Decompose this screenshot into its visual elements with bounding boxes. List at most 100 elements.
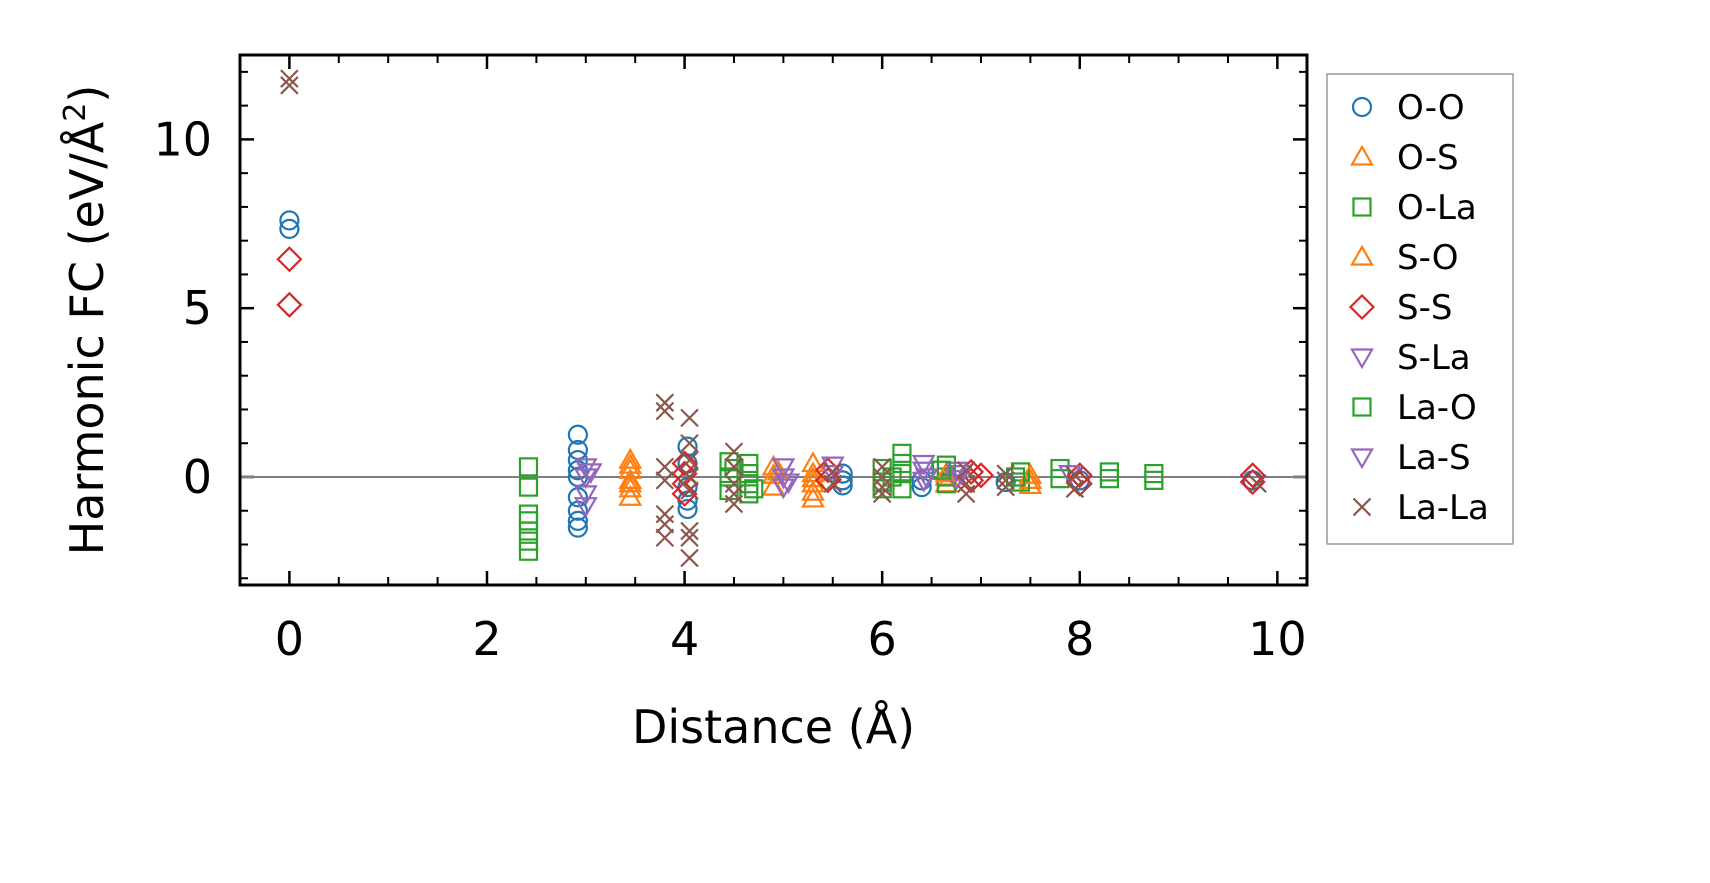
legend-label-La-S: La-S — [1397, 438, 1471, 478]
legend-item-S-La: S-La — [1350, 338, 1471, 378]
point-La-La — [680, 467, 699, 487]
legend-marker-La-S — [1350, 448, 1374, 470]
point-La-La — [680, 433, 699, 453]
point-S-S — [671, 480, 698, 507]
point-La-O — [1005, 467, 1026, 487]
point-S-La — [573, 468, 598, 490]
point-O-La — [518, 457, 539, 477]
point-La-La — [823, 474, 843, 494]
point-La-La — [996, 464, 1015, 483]
point-O-O — [279, 218, 300, 239]
point-La-La — [956, 460, 976, 480]
point-O-S — [801, 486, 825, 508]
point-S-S — [1239, 462, 1266, 489]
point-La-La — [680, 548, 699, 568]
point-O-La — [739, 474, 759, 494]
legend-item-O-S: O-S — [1350, 138, 1459, 178]
legend-label-La-O: La-O — [1397, 388, 1477, 428]
point-La-La — [655, 393, 675, 412]
point-La-La — [680, 450, 699, 470]
legend-marker-La-O — [1352, 397, 1372, 417]
point-La-La — [680, 521, 699, 541]
point-O-La — [518, 504, 539, 524]
point-O-La — [892, 453, 912, 474]
point-O-O — [567, 424, 588, 445]
legend-marker-O-O — [1351, 96, 1373, 118]
point-S-La — [573, 485, 598, 507]
legend-items: O-O O-S O-La S-O S-S S-La La-O La-S La-La — [1348, 88, 1489, 528]
point-S-La — [820, 464, 845, 486]
point-O-O — [677, 498, 698, 520]
point-La-O — [724, 458, 744, 479]
point-O-La — [518, 477, 539, 497]
legend-label-La-La: La-La — [1397, 488, 1489, 528]
series-La-La — [280, 69, 1267, 568]
point-La-S — [776, 473, 801, 495]
point-La-La — [956, 484, 976, 504]
point-La-La — [280, 76, 299, 95]
point-O-O — [567, 510, 588, 531]
point-O-O — [567, 517, 588, 538]
point-O-La — [1050, 469, 1070, 489]
x-tick-label: 10 — [1248, 612, 1307, 666]
point-La-La — [680, 481, 699, 500]
point-S-La — [771, 478, 796, 500]
point-La-La — [655, 514, 675, 534]
point-O-La — [518, 531, 539, 551]
point-O-La — [936, 474, 956, 494]
data-points — [276, 69, 1267, 568]
point-S-S — [276, 291, 303, 318]
legend-label-O-La: O-La — [1397, 188, 1477, 228]
point-S-La — [573, 497, 598, 518]
y-axis-label-close: ) — [60, 85, 114, 103]
legend-label-S-La: S-La — [1397, 338, 1471, 378]
point-S-O — [1018, 463, 1043, 484]
y-axis-label-main: Harmonic FC (eV/Å — [60, 121, 114, 555]
legend-item-La-La: La-La — [1352, 488, 1489, 528]
x-tick-label: 4 — [670, 612, 699, 666]
y-tick-label: 5 — [183, 281, 212, 335]
point-S-La — [771, 468, 796, 490]
point-O-La — [739, 484, 759, 504]
legend: O-O O-S O-La S-O S-S S-La La-O La-S La-La — [1326, 73, 1514, 545]
point-La-La — [655, 401, 675, 421]
x-tick-label: 8 — [1065, 612, 1094, 666]
point-La-La — [724, 442, 744, 461]
legend-item-La-O: La-O — [1352, 388, 1477, 428]
point-La-La — [1248, 474, 1267, 494]
y-axis-label: Harmonic FC (eV/Å2) — [58, 85, 114, 556]
point-La-La — [655, 457, 675, 477]
point-La-La — [655, 504, 675, 524]
point-O-S — [801, 451, 825, 473]
legend-label-O-O: O-O — [1397, 88, 1465, 128]
point-La-La — [680, 408, 699, 428]
point-O-La — [1050, 458, 1070, 479]
y-tick-label: 0 — [183, 450, 212, 504]
point-O-S — [761, 474, 786, 496]
x-tick-label: 6 — [868, 612, 897, 666]
legend-item-S-S: S-S — [1348, 288, 1452, 328]
point-O-S — [618, 476, 643, 498]
point-La-La — [680, 528, 699, 548]
x-tick-label: 2 — [472, 612, 501, 666]
x-tick-label: 0 — [275, 612, 304, 666]
point-S-S — [276, 246, 303, 273]
legend-item-O-La: O-La — [1352, 188, 1477, 228]
point-O-O — [279, 210, 300, 231]
legend-marker-O-S — [1350, 144, 1374, 166]
axis-ticks — [239, 55, 1307, 585]
point-La-La — [655, 528, 675, 548]
point-La-La — [872, 484, 892, 504]
point-La-La — [996, 477, 1015, 497]
legend-item-S-O: S-O — [1350, 238, 1459, 278]
point-O-La — [892, 463, 912, 484]
y-tick-label: 10 — [153, 112, 212, 166]
point-La-La — [996, 471, 1015, 490]
point-La-S — [578, 463, 603, 485]
point-O-S — [618, 485, 643, 506]
point-S-S — [671, 450, 698, 477]
point-La-O — [744, 479, 764, 499]
legend-marker-La-La — [1352, 497, 1372, 517]
point-O-La — [518, 511, 539, 531]
